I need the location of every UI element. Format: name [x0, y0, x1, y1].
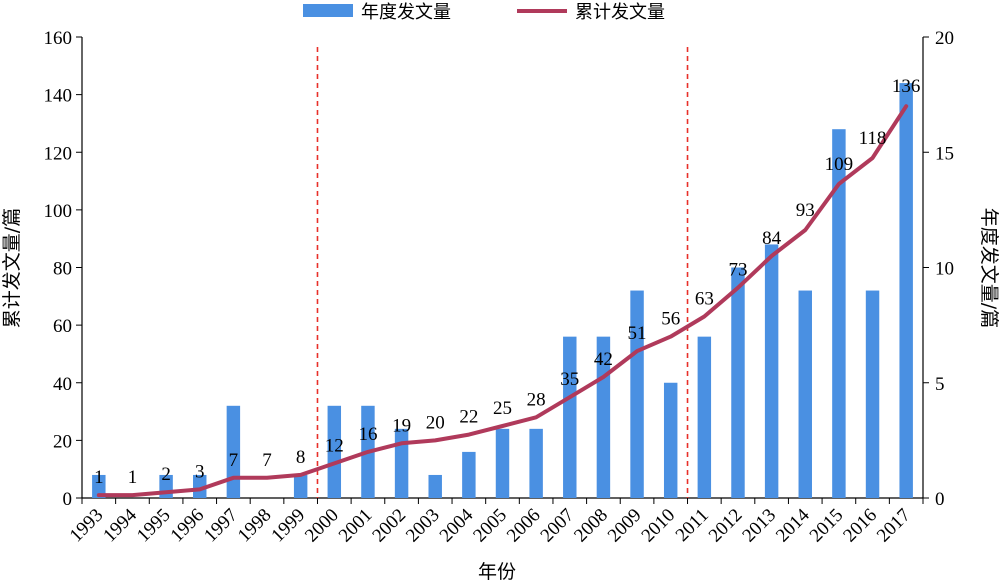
data-label-cumulative-2000: 12 — [325, 435, 344, 456]
y-left-tick-label: 0 — [63, 489, 73, 510]
x-tick-label: 1999 — [267, 505, 309, 547]
y-left-tick-label: 160 — [44, 28, 73, 49]
bar-annual-2010 — [663, 382, 678, 498]
y-right-tick-label: 5 — [935, 374, 945, 395]
x-tick-label: 2008 — [570, 505, 612, 547]
data-label-cumulative-2007: 35 — [560, 369, 579, 390]
legend-swatch-annual — [303, 4, 353, 17]
data-label-cumulative-1998: 7 — [262, 450, 272, 471]
bar-annual-2015 — [832, 129, 846, 498]
x-tick-label: 2015 — [806, 505, 848, 547]
bar-annual-2009 — [630, 290, 644, 498]
data-label-cumulative-2010: 56 — [661, 309, 680, 330]
y-left-tick-label: 100 — [44, 201, 73, 222]
x-tick-label: 1995 — [133, 505, 175, 547]
legend-label-annual: 年度发文量 — [361, 2, 451, 23]
x-tick-label: 2001 — [335, 505, 377, 547]
x-tick-label: 2006 — [503, 505, 545, 547]
y-left-tick-label: 60 — [53, 316, 72, 337]
x-tick-label: 2004 — [436, 504, 478, 546]
data-label-cumulative-2016: 118 — [859, 128, 887, 149]
y-left-tick-label: 20 — [53, 431, 72, 452]
data-label-cumulative-2011: 63 — [695, 288, 714, 309]
bar-annual-2012 — [731, 267, 745, 498]
data-label-cumulative-2006: 28 — [527, 389, 546, 410]
x-tick-label: 2002 — [368, 505, 410, 547]
bar-annual-1996 — [193, 474, 207, 498]
data-label-cumulative-2002: 19 — [392, 415, 411, 436]
line-cumulative — [96, 104, 909, 498]
x-tick-label: 2012 — [705, 505, 747, 547]
x-tick-label: 2010 — [638, 505, 680, 547]
data-label-cumulative-2003: 20 — [426, 412, 445, 433]
bar-annual-2003 — [428, 474, 442, 498]
bars — [92, 83, 913, 498]
data-label-cumulative-2015: 109 — [825, 154, 854, 175]
data-label-cumulative-2005: 25 — [493, 398, 512, 419]
data-label-cumulative-1993: 1 — [94, 467, 104, 488]
x-tick-label: 2005 — [469, 505, 511, 547]
x-tick-label: 1997 — [200, 505, 242, 547]
x-tick-label: 2014 — [772, 504, 814, 546]
y-right-tick-label: 15 — [935, 143, 954, 164]
bar-annual-1993 — [92, 474, 106, 498]
data-label-cumulative-1999: 8 — [296, 447, 306, 468]
x-tick-label: 1994 — [99, 504, 141, 546]
bar-annual-2011 — [697, 336, 712, 498]
data-label-cumulative-1996: 3 — [195, 461, 205, 482]
x-tick-label: 1996 — [167, 505, 209, 547]
y-left-tick-label: 140 — [44, 86, 73, 107]
x-axis-title: 年份 — [478, 561, 516, 583]
x-tick-label: 2009 — [604, 505, 646, 547]
bar-annual-2005 — [495, 428, 510, 498]
bar-annual-2016 — [865, 290, 880, 498]
legend-label-cumulative: 累计发文量 — [575, 2, 665, 23]
bar-annual-2017 — [899, 83, 913, 498]
data-label-cumulative-2014: 93 — [796, 200, 815, 221]
x-tick-label: 2007 — [537, 505, 579, 547]
y-right-tick-label: 10 — [935, 259, 954, 280]
data-label-cumulative-2012: 73 — [728, 260, 747, 281]
x-tick-label: 1998 — [234, 505, 276, 547]
y-left-tick-label: 120 — [44, 143, 73, 164]
y-left-tick-label: 80 — [53, 259, 72, 280]
x-tick-label: 1993 — [66, 505, 108, 547]
data-label-cumulative-1994: 1 — [128, 467, 138, 488]
data-label-cumulative-1997: 7 — [229, 450, 239, 471]
x-tick-label: 2016 — [839, 505, 881, 547]
bar-annual-1997 — [226, 405, 241, 498]
data-label-cumulative-2001: 16 — [358, 424, 377, 445]
vertical-markers — [316, 47, 689, 498]
x-tick-label: 2000 — [301, 505, 343, 547]
data-label-cumulative-1995: 2 — [161, 464, 171, 485]
x-tick-label: 2013 — [738, 505, 780, 547]
data-label-cumulative-2017: 136 — [892, 76, 921, 97]
y-right-tick-label: 0 — [935, 489, 945, 510]
bar-annual-2013 — [764, 244, 779, 498]
y-axis-left-title: 累计发文量/篇 — [1, 208, 23, 328]
bar-annual-1999 — [293, 474, 308, 498]
x-tick-label: 2011 — [672, 505, 713, 546]
x-tick-label: 2017 — [873, 505, 915, 547]
bar-annual-2002 — [394, 428, 409, 498]
y-axis-right-title: 年度发文量/篇 — [978, 208, 1000, 328]
bar-annual-2004 — [462, 451, 476, 498]
data-label-cumulative-2004: 22 — [459, 407, 478, 428]
data-label-cumulative-2013: 84 — [762, 228, 782, 249]
x-tick-label: 2003 — [402, 505, 444, 547]
bar-annual-2007 — [563, 336, 577, 498]
data-label-cumulative-2009: 51 — [628, 323, 647, 344]
cumulative-line — [96, 104, 909, 498]
legend: 年度发文量 累计发文量 — [303, 2, 665, 23]
data-label-cumulative-2008: 42 — [594, 349, 613, 370]
bar-annual-2014 — [798, 290, 812, 498]
y-left-tick-label: 40 — [53, 374, 72, 395]
bar-annual-2006 — [529, 428, 543, 498]
bar-annual-2000 — [327, 405, 342, 498]
y-right-tick-label: 20 — [935, 28, 954, 49]
